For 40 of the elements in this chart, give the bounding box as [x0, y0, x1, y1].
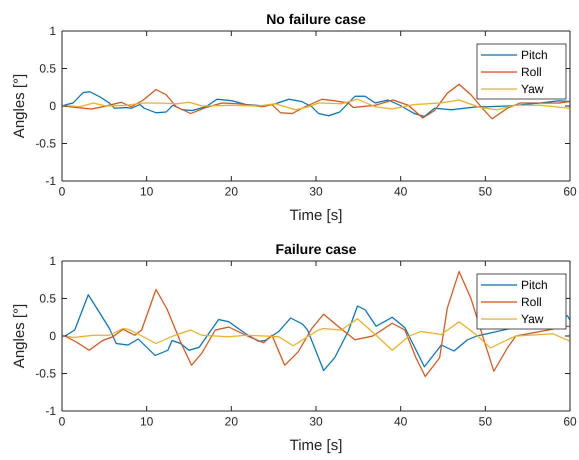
x-tick-label: 50: [478, 184, 492, 199]
x-tick-label: 30: [309, 184, 323, 199]
y-tick-label: 1: [49, 24, 56, 38]
y-tick-label: 0: [49, 98, 56, 113]
x-tick-label: 60: [563, 414, 577, 429]
x-axis-title: Time [s]: [290, 437, 342, 454]
y-tick-label: 0.5: [39, 61, 56, 76]
legend-label: Pitch: [521, 278, 548, 292]
x-tick-label: 30: [309, 414, 323, 429]
x-tick-label: 10: [140, 414, 154, 429]
x-tick-label: 40: [394, 184, 408, 199]
x-tick-label: 60: [563, 184, 577, 199]
x-tick-label: 10: [140, 184, 154, 199]
line-series: [64, 270, 570, 378]
y-tick-label: -0.5: [35, 136, 56, 150]
y-tick-label: 0: [49, 328, 56, 343]
y-axis-title: Angles [°]: [11, 304, 28, 368]
legend-label: Roll: [521, 295, 542, 309]
legend-label: Pitch: [521, 48, 548, 62]
chart-title: Failure case: [276, 241, 357, 257]
x-tick-label: 20: [224, 414, 238, 429]
y-axis-title: Angles [°]: [11, 74, 28, 138]
chart-title: No failure case: [266, 11, 366, 27]
line-series: [64, 294, 570, 372]
x-tick-label: 20: [224, 184, 238, 199]
y-tick-label: -1: [45, 404, 56, 418]
line-series: [63, 98, 570, 110]
line-series: [63, 84, 570, 120]
legend-label: Roll: [521, 65, 542, 79]
x-tick-label: 40: [394, 414, 408, 429]
legend-label: Yaw: [521, 312, 544, 326]
y-tick-label: -0.5: [35, 366, 56, 380]
y-tick-label: -1: [45, 174, 56, 188]
x-tick-label: 0: [58, 414, 66, 429]
legend-label: Yaw: [521, 82, 544, 96]
y-tick-label: 1: [49, 254, 56, 268]
x-tick-label: 50: [478, 414, 492, 429]
y-tick-label: 0.5: [39, 291, 56, 306]
x-axis-title: Time [s]: [290, 207, 342, 224]
x-tick-label: 0: [58, 184, 66, 199]
